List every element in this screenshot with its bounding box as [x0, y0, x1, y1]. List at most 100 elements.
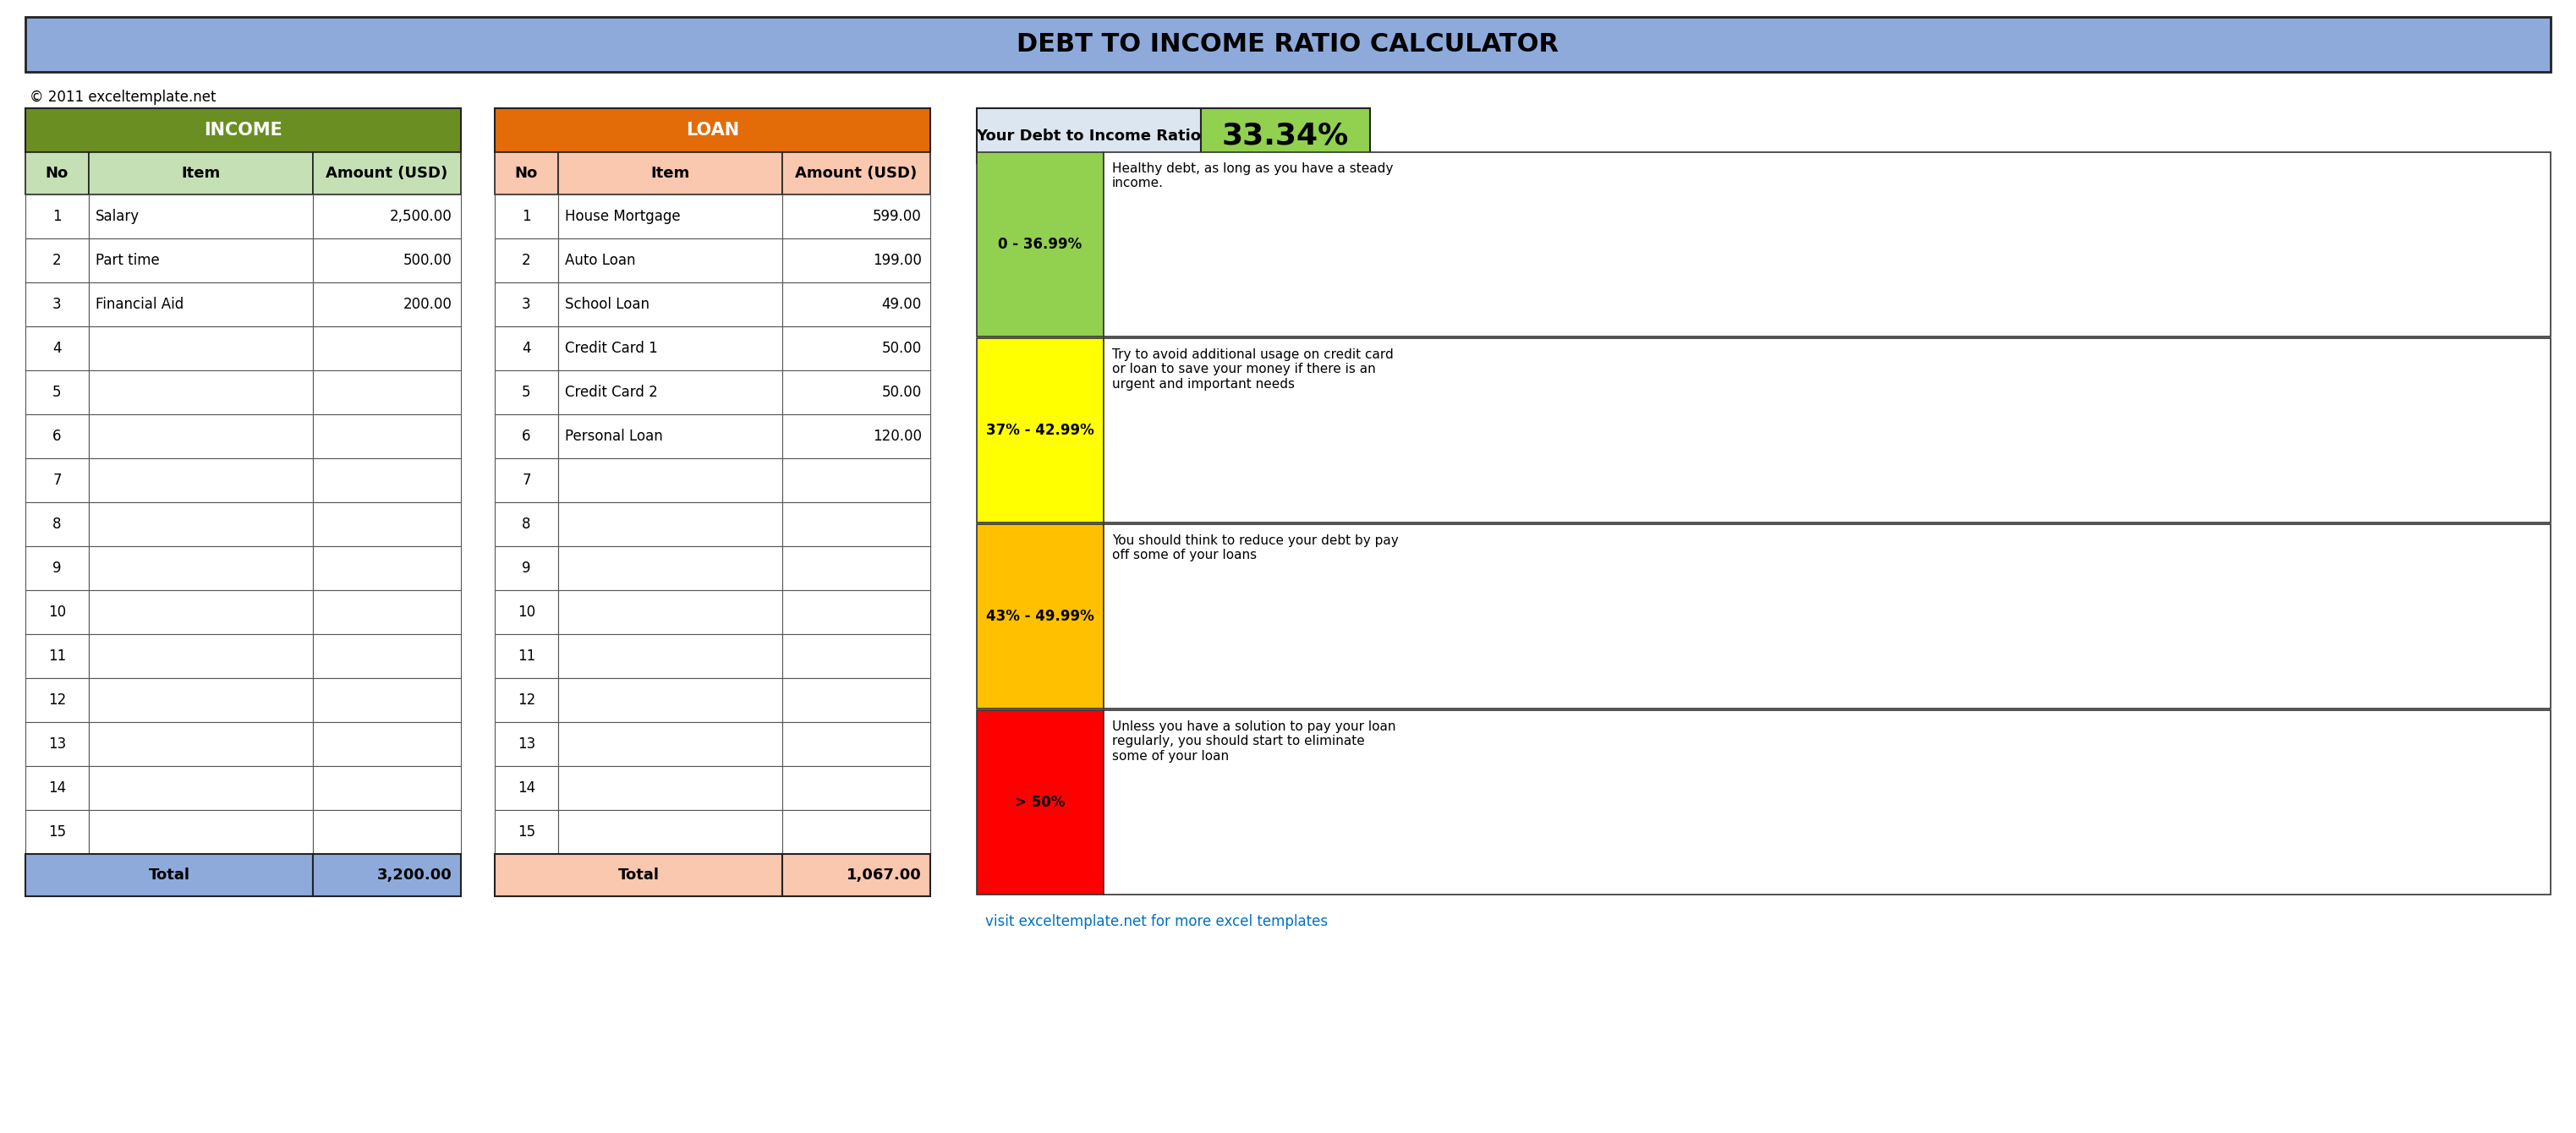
Text: 120.00: 120.00 [873, 428, 922, 444]
Text: Amount (USD): Amount (USD) [796, 165, 917, 181]
Text: 3: 3 [52, 297, 62, 312]
Bar [559, 502, 783, 546]
Text: 13: 13 [49, 736, 67, 751]
Bar [783, 282, 930, 326]
Bar [495, 195, 559, 238]
Bar [26, 722, 88, 766]
Bar [26, 679, 88, 722]
Text: LOAN: LOAN [685, 121, 739, 138]
Bar [312, 282, 461, 326]
Bar [495, 679, 559, 722]
Text: 500.00: 500.00 [404, 253, 453, 269]
Text: 13: 13 [518, 736, 536, 751]
Bar [312, 238, 461, 282]
Bar [783, 502, 930, 546]
Bar [88, 238, 312, 282]
Bar [783, 679, 930, 722]
Text: 49.00: 49.00 [881, 297, 922, 312]
Bar [312, 590, 461, 634]
Bar [26, 17, 2550, 71]
Bar [88, 415, 312, 458]
Bar [88, 722, 312, 766]
Text: Total: Total [149, 868, 191, 883]
Bar [26, 152, 88, 195]
Bar [312, 152, 461, 195]
Text: 6: 6 [52, 428, 62, 444]
Text: Financial Aid: Financial Aid [95, 297, 183, 312]
Text: No: No [515, 165, 538, 181]
Bar [1103, 525, 2550, 708]
Bar [26, 590, 88, 634]
Bar [495, 282, 559, 326]
Bar [88, 634, 312, 679]
Bar [26, 810, 88, 854]
Text: Auto Loan: Auto Loan [564, 253, 636, 269]
Bar [312, 326, 461, 370]
Bar [783, 590, 930, 634]
Bar [783, 152, 930, 195]
Bar [88, 326, 312, 370]
Bar [88, 590, 312, 634]
Bar [26, 109, 461, 152]
Text: Credit Card 1: Credit Card 1 [564, 341, 657, 356]
Bar [312, 810, 461, 854]
Bar [559, 326, 783, 370]
Bar [976, 339, 1103, 522]
Bar [783, 766, 930, 810]
Bar [26, 238, 88, 282]
Bar [495, 238, 559, 282]
Bar [783, 326, 930, 370]
Bar [88, 458, 312, 502]
Text: 8: 8 [523, 517, 531, 531]
Text: Credit Card 2: Credit Card 2 [564, 385, 657, 400]
Bar [1103, 710, 2550, 895]
Bar [495, 590, 559, 634]
Text: Item: Item [652, 165, 690, 181]
Bar [559, 238, 783, 282]
Bar [559, 679, 783, 722]
Bar [26, 195, 88, 238]
Bar [26, 854, 312, 896]
Text: 10: 10 [518, 605, 536, 620]
Text: visit exceltemplate.net for more excel templates: visit exceltemplate.net for more excel t… [984, 914, 1327, 929]
Text: 6: 6 [523, 428, 531, 444]
Text: Try to avoid additional usage on credit card
or loan to save your money if there: Try to avoid additional usage on credit … [1113, 348, 1394, 391]
Bar [495, 326, 559, 370]
Text: 3: 3 [523, 297, 531, 312]
Bar [312, 854, 461, 896]
Text: No: No [46, 165, 70, 181]
Text: 15: 15 [518, 825, 536, 840]
Text: 9: 9 [52, 561, 62, 576]
Text: 599.00: 599.00 [873, 208, 922, 224]
Text: Your Debt to Income Ratio: Your Debt to Income Ratio [976, 128, 1200, 143]
Bar [495, 546, 559, 590]
Bar [26, 415, 88, 458]
Text: 2,500.00: 2,500.00 [389, 208, 453, 224]
Bar [559, 722, 783, 766]
Text: You should think to reduce your debt by pay
off some of your loans: You should think to reduce your debt by … [1113, 535, 1399, 562]
Text: > 50%: > 50% [1015, 794, 1066, 810]
Bar [976, 152, 1103, 337]
Bar [312, 415, 461, 458]
Text: 9: 9 [523, 561, 531, 576]
Bar [26, 634, 88, 679]
Text: Unless you have a solution to pay your loan
regularly, you should start to elimi: Unless you have a solution to pay your l… [1113, 721, 1396, 763]
Bar [495, 415, 559, 458]
Bar [26, 502, 88, 546]
Bar [26, 546, 88, 590]
Text: 14: 14 [49, 781, 67, 795]
Text: 12: 12 [49, 692, 67, 708]
Bar [26, 282, 88, 326]
Bar [1103, 152, 2550, 337]
Text: 14: 14 [518, 781, 536, 795]
Bar [783, 810, 930, 854]
Bar [783, 546, 930, 590]
Bar [495, 502, 559, 546]
Text: INCOME: INCOME [204, 121, 283, 138]
Text: Item: Item [180, 165, 222, 181]
Text: 4: 4 [523, 341, 531, 356]
Text: 50.00: 50.00 [881, 385, 922, 400]
Bar [495, 810, 559, 854]
Bar [1103, 339, 2550, 522]
Text: Amount (USD): Amount (USD) [327, 165, 448, 181]
